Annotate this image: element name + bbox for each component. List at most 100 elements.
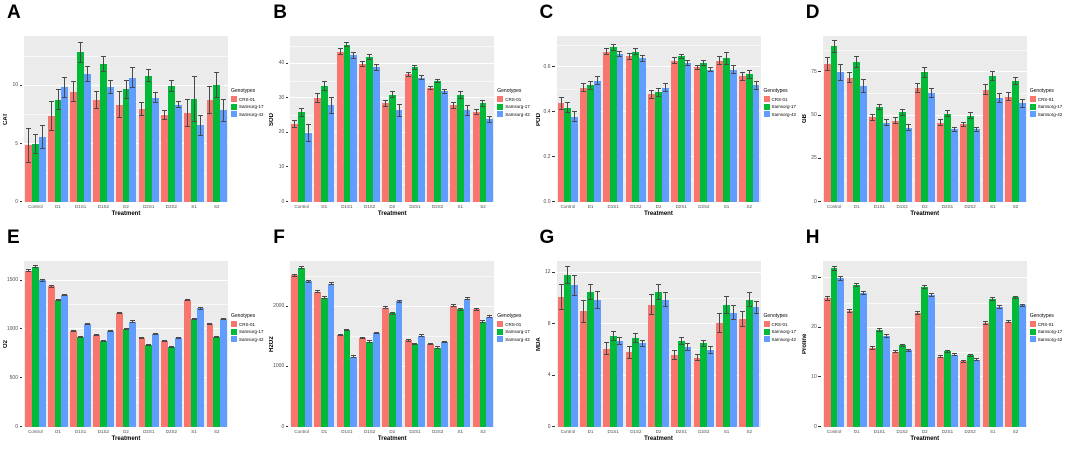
- bar-Samsorg-17-D1S1: [609, 330, 617, 427]
- bar-group-D1: [579, 36, 602, 202]
- panel-D: D GB 0 25 50 75 Control D1 D1S1 D1S2 D2 D2S1 D2S2 S1 S…: [799, 0, 1065, 225]
- bar-group-S1: [981, 36, 1004, 202]
- bar-CRS-01-S1: [183, 298, 191, 427]
- y-tick-label: 20: [278, 129, 285, 136]
- legend-swatch-icon: [763, 328, 770, 335]
- bar-Samsorg-42-D2: [661, 83, 669, 202]
- error-bar: [610, 43, 616, 51]
- error-bar: [694, 64, 700, 71]
- bar-Samsorg-17-S1: [456, 307, 464, 427]
- x-axis-title: Treatment: [377, 436, 407, 442]
- x-tick-label: D1: [853, 429, 860, 434]
- legend-label: CRS-01: [1037, 321, 1054, 327]
- x-tick-label: S1: [191, 204, 197, 209]
- bar-CRS-01-D1S2: [93, 90, 100, 202]
- x-tick-label: D2S1: [941, 429, 954, 434]
- error-bar: [389, 311, 395, 315]
- bar-group-D2S2: [426, 261, 449, 427]
- error-bar: [191, 75, 197, 122]
- error-bar: [389, 91, 395, 99]
- bar-group-D2: [381, 36, 404, 202]
- legend-item: Samsorg-17: [231, 328, 266, 335]
- y-tick-mark: [552, 201, 555, 202]
- legend-item: Samsorg-42: [231, 111, 266, 117]
- bar-group-Control: [823, 261, 846, 427]
- x-tick-label: D1S2: [630, 204, 642, 209]
- bar-group-S2: [1004, 36, 1027, 202]
- error-bar: [473, 109, 479, 115]
- x-tick-label: Control: [294, 204, 309, 209]
- bar-CRS-01-D1: [314, 93, 321, 202]
- panel-letter-B: B: [273, 2, 287, 23]
- error-bar: [441, 88, 447, 95]
- y-tick-label: 75: [811, 68, 817, 75]
- bar-CRS-01-S1: [982, 84, 990, 202]
- bar-Samsorg-17-S1: [989, 297, 997, 427]
- bar-Samsorg-42-S1: [197, 307, 205, 427]
- bar-group-D1: [47, 261, 70, 427]
- bar-Samsorg-17-D2S2: [434, 78, 442, 202]
- error-bar: [367, 340, 373, 343]
- x-tick-label: S2: [746, 204, 752, 209]
- x-tick-label: D1S1: [75, 204, 87, 209]
- bar-group-D1S1: [868, 261, 891, 427]
- bar-group-D1: [845, 36, 868, 202]
- bar-group-S1: [183, 36, 206, 202]
- panel-letter-D: D: [805, 2, 820, 23]
- bar-group-D2S1: [404, 261, 427, 427]
- legend-item: Samsorg-17: [231, 103, 266, 110]
- bar-CRS-01-D2S2: [959, 359, 967, 427]
- bar-Samsorg-42-S1: [729, 304, 737, 427]
- x-tick-label: D2S2: [964, 429, 976, 434]
- error-bar: [876, 103, 882, 111]
- bar-group-D2S1: [936, 36, 959, 202]
- panel-G: G MDA 0 4 8 12 Control D1 D1S1 D1S2 D2 D2S1 D2S2 S1 S2…: [533, 225, 799, 451]
- legend-label: Samsorg-42: [505, 111, 530, 117]
- legend-label: Samsorg-42: [239, 336, 264, 342]
- error-bar: [854, 55, 860, 68]
- y-tick-mark: [552, 271, 555, 273]
- x-tick-label: Control: [560, 204, 576, 209]
- bar-Samsorg-42-D2S1: [950, 126, 958, 202]
- bar-Samsorg-42-D2: [395, 299, 403, 427]
- legend-label: Samsorg-42: [771, 336, 797, 342]
- bar-Samsorg-17-D1: [320, 81, 328, 202]
- panel-letter-F: F: [273, 227, 285, 248]
- bar-group-D1S2: [625, 36, 648, 202]
- legend-item: CRS-01: [763, 96, 799, 102]
- y-tick-label: 10: [811, 373, 817, 380]
- x-tick-label: D2S2: [698, 204, 710, 209]
- bar-group-S2: [738, 261, 761, 427]
- error-bar: [960, 121, 966, 127]
- x-tick-label: D1S2: [630, 429, 642, 434]
- bar-Samsorg-17-D1S1: [77, 41, 85, 202]
- bar-CRS-01-D2S1: [404, 339, 412, 427]
- error-bar: [162, 340, 168, 342]
- error-bar: [565, 102, 571, 114]
- x-tick-label: D1S1: [873, 429, 886, 434]
- y-tick-label: 30: [811, 274, 817, 281]
- panel-letter-H: H: [805, 227, 820, 248]
- y-tick-label: 12: [544, 269, 551, 276]
- y-tick-mark: [19, 201, 22, 202]
- bar-Samsorg-17-D1S1: [609, 43, 617, 202]
- x-axis: Control D1 D1S1 D1S2 D2 D2S1 D2S2 S1 S2: [290, 204, 494, 209]
- error-bar: [906, 348, 912, 352]
- legend-item: Samsorg-42: [497, 111, 532, 117]
- bar-Samsorg-42-D2S1: [684, 343, 692, 427]
- y-tick-label: 20: [811, 324, 817, 331]
- error-bar: [610, 330, 616, 341]
- bar-Samsorg-17-S1: [456, 91, 464, 202]
- bar-group-Control: [290, 261, 313, 427]
- bar-Samsorg-17-Control: [298, 107, 305, 202]
- legend-swatch-icon: [763, 321, 770, 327]
- bar-Samsorg-42-S2: [752, 80, 760, 202]
- x-tick-label: S2: [746, 429, 752, 434]
- bar-CRS-01-S1: [450, 304, 457, 427]
- error-bar: [457, 307, 463, 311]
- error-bar: [824, 295, 830, 301]
- error-bar: [292, 120, 298, 129]
- legend: Genotypes CRS-01 Samsorg-17 Samsorg-42: [497, 88, 532, 117]
- bar-CRS-01-D1: [580, 83, 588, 202]
- legend-label: CRS-01: [239, 96, 256, 102]
